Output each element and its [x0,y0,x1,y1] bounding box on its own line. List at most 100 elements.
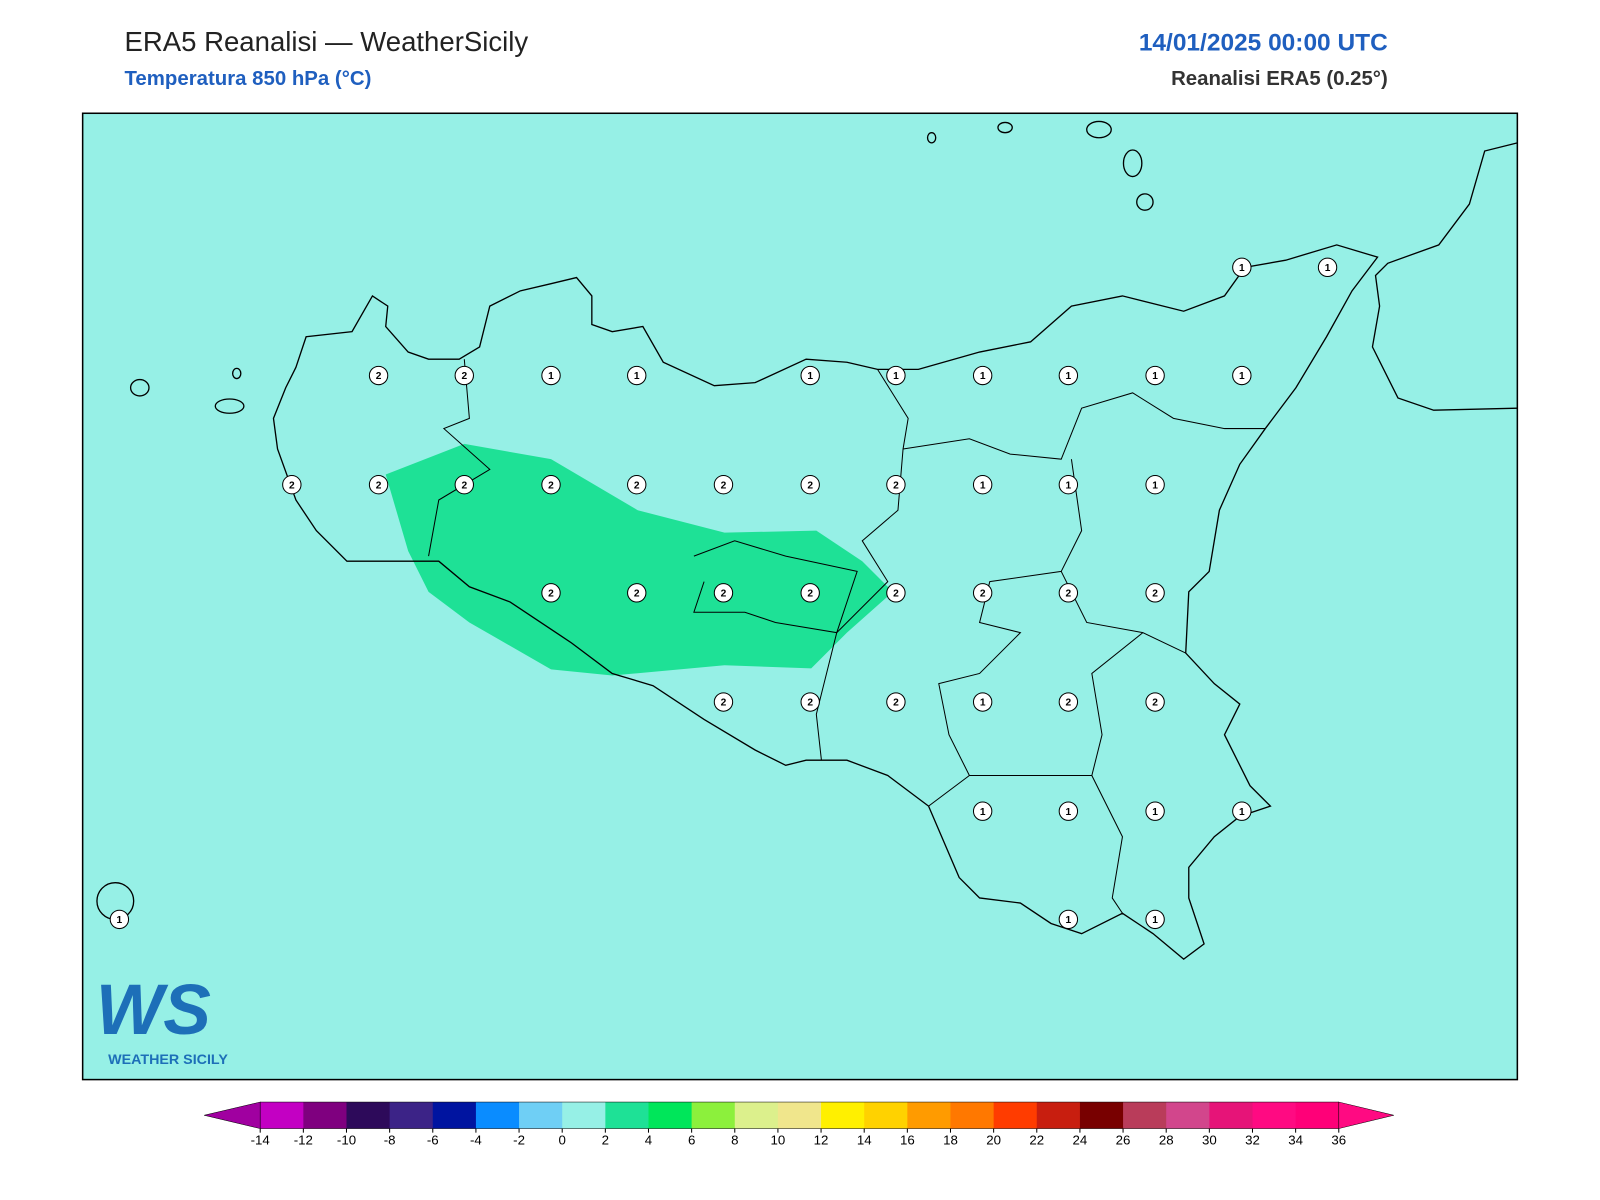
island [1122,149,1143,178]
point-marker [800,583,820,603]
colorbar-segment [907,1102,951,1129]
colorbar-tick-label: 8 [731,1132,738,1147]
point-marker [368,365,389,386]
point-label: 1 [634,371,640,382]
point-marker [368,475,389,495]
colorbar-tick-label: 22 [1029,1132,1044,1147]
colorbar-segment [389,1102,434,1129]
colorbar-tick-label: 20 [986,1132,1001,1147]
point-marker [1232,801,1252,821]
colorbar-segment [519,1102,563,1129]
point-label: 2 [1152,589,1158,600]
title: ERA5 Reanalisi — WeatherSicily [124,26,528,57]
point-marker [541,583,561,603]
point-marker [282,475,302,495]
colorbar-segment [260,1102,304,1129]
point-marker [972,692,993,712]
colorbar-tick-label: 4 [645,1132,652,1147]
point-label: 2 [980,589,986,600]
point-label: 1 [980,807,986,818]
colorbar-under [204,1101,261,1129]
point-label: 2 [376,480,382,491]
colorbar-tick-label: -12 [294,1132,313,1147]
colorbar-segment [475,1102,520,1129]
point-label: 2 [548,589,554,600]
point-marker [1058,692,1079,712]
colorbar-segment [346,1102,391,1129]
point-label: 2 [548,480,554,491]
colorbar-tick-label: 16 [900,1132,915,1147]
point-marker [1058,909,1079,930]
point-marker [886,365,906,386]
colorbar-segment [691,1102,736,1129]
point-marker [1058,365,1079,386]
colorbar-tick-label: 28 [1159,1132,1174,1147]
colorbar-segment [605,1102,649,1129]
colorbar-tick-label: 32 [1245,1132,1260,1147]
point-label: 2 [807,480,813,491]
colorbar-segment [734,1102,779,1129]
point-marker [627,365,647,386]
point-marker [627,475,647,495]
point-label: 2 [634,589,640,600]
point-marker [1317,257,1338,278]
point-marker [1145,801,1165,821]
point-marker [886,692,906,712]
island [997,121,1013,134]
grid-points: 1 1 2 2 1 1 1 1 1 1 1 1 2 2 2 2 2 2 2 2 1 1 1 2 2 2 2 2 2 2 2 2 2 2 1 2 2 1 1 1… [109,257,1338,930]
point-marker [713,692,734,712]
point-label: 1 [1066,915,1072,926]
point-marker [541,365,561,386]
point-label: 2 [461,371,467,382]
point-label: 2 [893,480,899,491]
point-label: 1 [980,480,986,491]
colorbar-tick-label: 14 [857,1132,872,1147]
point-label: 1 [893,371,899,382]
point-marker [1232,257,1252,278]
colorbar-segment [821,1102,865,1129]
point-marker [1145,692,1165,712]
point-label: 2 [376,371,382,382]
colorbar-segment [432,1102,477,1129]
point-marker [800,692,820,712]
island [1136,193,1154,211]
colorbar-segment [1295,1102,1340,1129]
point-marker [972,583,993,603]
point-marker [541,475,561,495]
province-borders [815,369,909,761]
province-borders [902,392,1266,460]
point-label: 2 [289,480,295,491]
point-label: 1 [1066,480,1072,491]
colorbar-tick-label: -10 [337,1132,356,1147]
point-label: 1 [1325,263,1331,274]
source: Reanalisi ERA5 (0.25°) [1171,68,1388,90]
colorbar-segment [950,1102,995,1129]
point-label: 1 [1066,807,1072,818]
point-label: 2 [461,480,467,491]
colorbar-tick-label: 6 [688,1132,695,1147]
point-label: 2 [721,589,727,600]
point-label: 1 [1066,371,1072,382]
point-marker [1145,583,1165,603]
point-label: 1 [807,371,813,382]
point-marker [1145,475,1165,495]
colorbar-segment [1166,1102,1210,1129]
island [214,398,245,414]
colorbar-segment [993,1102,1038,1129]
point-label: 1 [1152,371,1158,382]
province-borders [928,459,1083,807]
point-marker [1058,583,1079,603]
point-label: 2 [893,589,899,600]
map-layers [96,120,1518,961]
point-label: 2 [1152,698,1158,709]
colorbar-tick-label: 24 [1073,1132,1088,1147]
map-frame [81,112,1519,1081]
point-label: 2 [1066,698,1072,709]
point-label: 1 [1152,480,1158,491]
point-label: 2 [721,480,727,491]
point-marker [454,475,474,495]
point-marker [713,583,734,603]
point-marker [1058,475,1079,495]
